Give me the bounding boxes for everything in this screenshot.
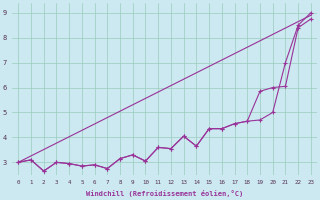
X-axis label: Windchill (Refroidissement éolien,°C): Windchill (Refroidissement éolien,°C) (86, 190, 243, 197)
